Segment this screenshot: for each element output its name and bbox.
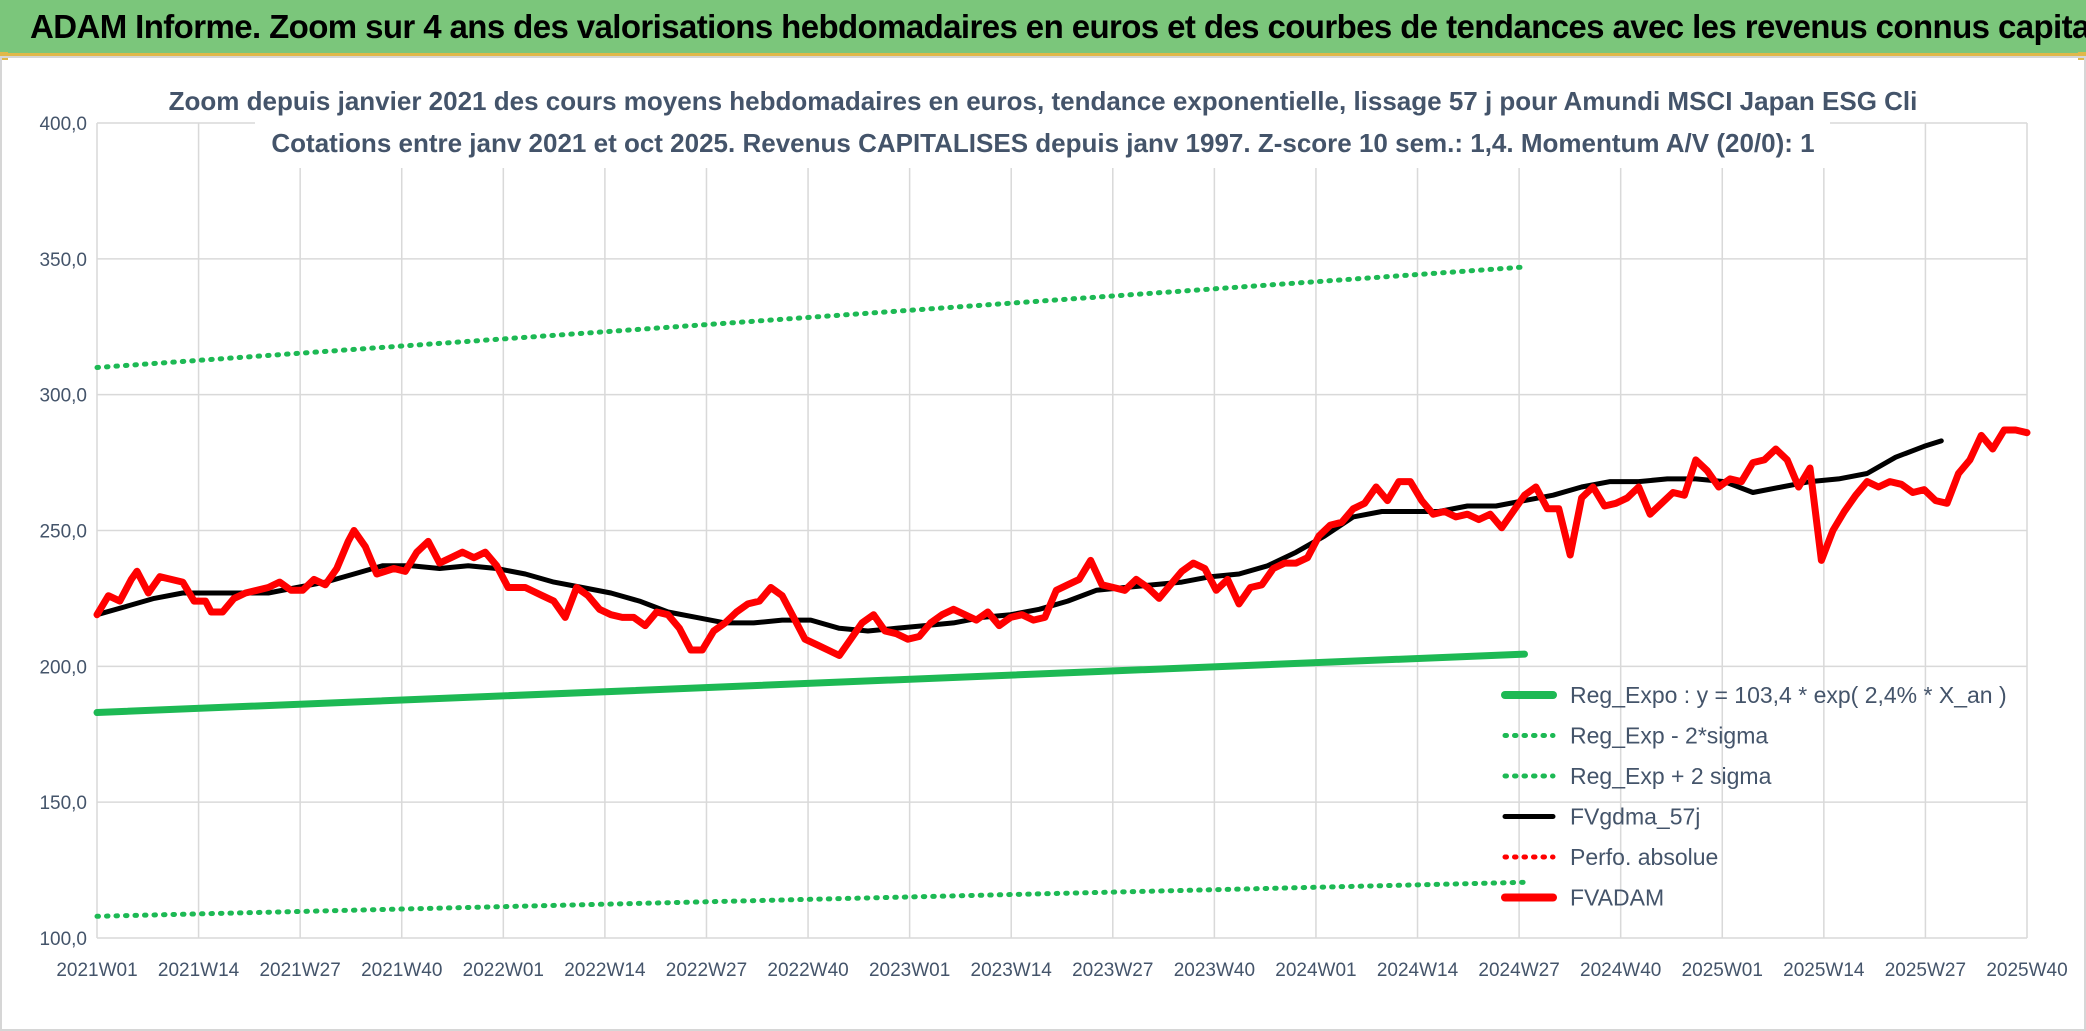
grid-layer — [96, 122, 2028, 939]
legend: Reg_Expo : y = 103,4 * exp( 2,4% * X_an … — [1501, 682, 2007, 911]
report-banner: ADAM Informe. Zoom sur 4 ans des valoris… — [0, 0, 2086, 56]
x-tick-label: 2023W27 — [1072, 960, 1153, 981]
legend-label: FVADAM — [1570, 885, 1664, 911]
y-tick-label: 250,0 — [39, 522, 87, 543]
legend-label: Reg_Expo : y = 103,4 * exp( 2,4% * X_an … — [1570, 682, 2007, 708]
y-tick-label: 350,0 — [39, 250, 87, 271]
x-tick-label: 2021W14 — [158, 960, 240, 981]
axis-labels: 100,0 150,0 200,0 250,0 300,0 350,0 400,0 2021W… — [39, 114, 2067, 981]
legend-label: Perfo. absolue — [1570, 844, 1718, 870]
x-tick-label: 2022W01 — [463, 960, 544, 981]
x-tick-label: 2023W01 — [869, 960, 950, 981]
chart-title-group: Zoom depuis janvier 2021 des cours moyen… — [169, 80, 1918, 168]
series-reg-exp-plus-2sigma — [94, 264, 1527, 370]
x-tick-label: 2022W40 — [767, 960, 848, 981]
x-tick-label: 2025W40 — [1986, 960, 2067, 981]
series-fvgdma-57j — [94, 438, 1944, 634]
legend-label: Reg_Exp + 2 sigma — [1570, 763, 1772, 789]
x-tick-label: 2025W14 — [1783, 960, 1865, 981]
x-tick-label: 2022W14 — [564, 960, 646, 981]
x-tick-label: 2021W27 — [259, 960, 340, 981]
y-tick-label: 100,0 — [39, 929, 87, 950]
y-tick-label: 200,0 — [39, 657, 87, 678]
x-tick-label: 2024W14 — [1377, 960, 1459, 981]
x-tick-label: 2021W01 — [56, 960, 137, 981]
series-reg-expo — [93, 650, 1528, 716]
x-tick-label: 2024W27 — [1478, 960, 1559, 981]
y-tick-label: 300,0 — [39, 386, 87, 407]
x-tick-label: 2022W27 — [666, 960, 747, 981]
legend-label: FVgdma_57j — [1570, 804, 1700, 830]
series-layer — [93, 264, 2031, 919]
chart-frame — [0, 56, 2086, 1031]
y-tick-label: 400,0 — [39, 114, 87, 135]
title-backdrop — [255, 80, 1830, 168]
x-tick-label: 2023W40 — [1174, 960, 1255, 981]
series-reg-exp-minus-2sigma — [94, 879, 1527, 919]
y-tick-label: 150,0 — [39, 793, 87, 814]
x-tick-label: 2024W01 — [1275, 960, 1356, 981]
x-tick-label: 2025W01 — [1682, 960, 1763, 981]
x-tick-label: 2024W40 — [1580, 960, 1661, 981]
chart-title-line1: Zoom depuis janvier 2021 des cours moyen… — [169, 86, 1918, 116]
series-fvadam — [93, 426, 2031, 659]
legend-label: Reg_Exp - 2*sigma — [1570, 723, 1768, 749]
x-tick-label: 2025W27 — [1885, 960, 1966, 981]
x-tick-label: 2021W40 — [361, 960, 442, 981]
banner-title: ADAM Informe. Zoom sur 4 ans des valoris… — [30, 8, 2086, 45]
x-tick-label: 2023W14 — [971, 960, 1053, 981]
chart-title-line2: Cotations entre janv 2021 et oct 2025. R… — [271, 128, 1814, 158]
